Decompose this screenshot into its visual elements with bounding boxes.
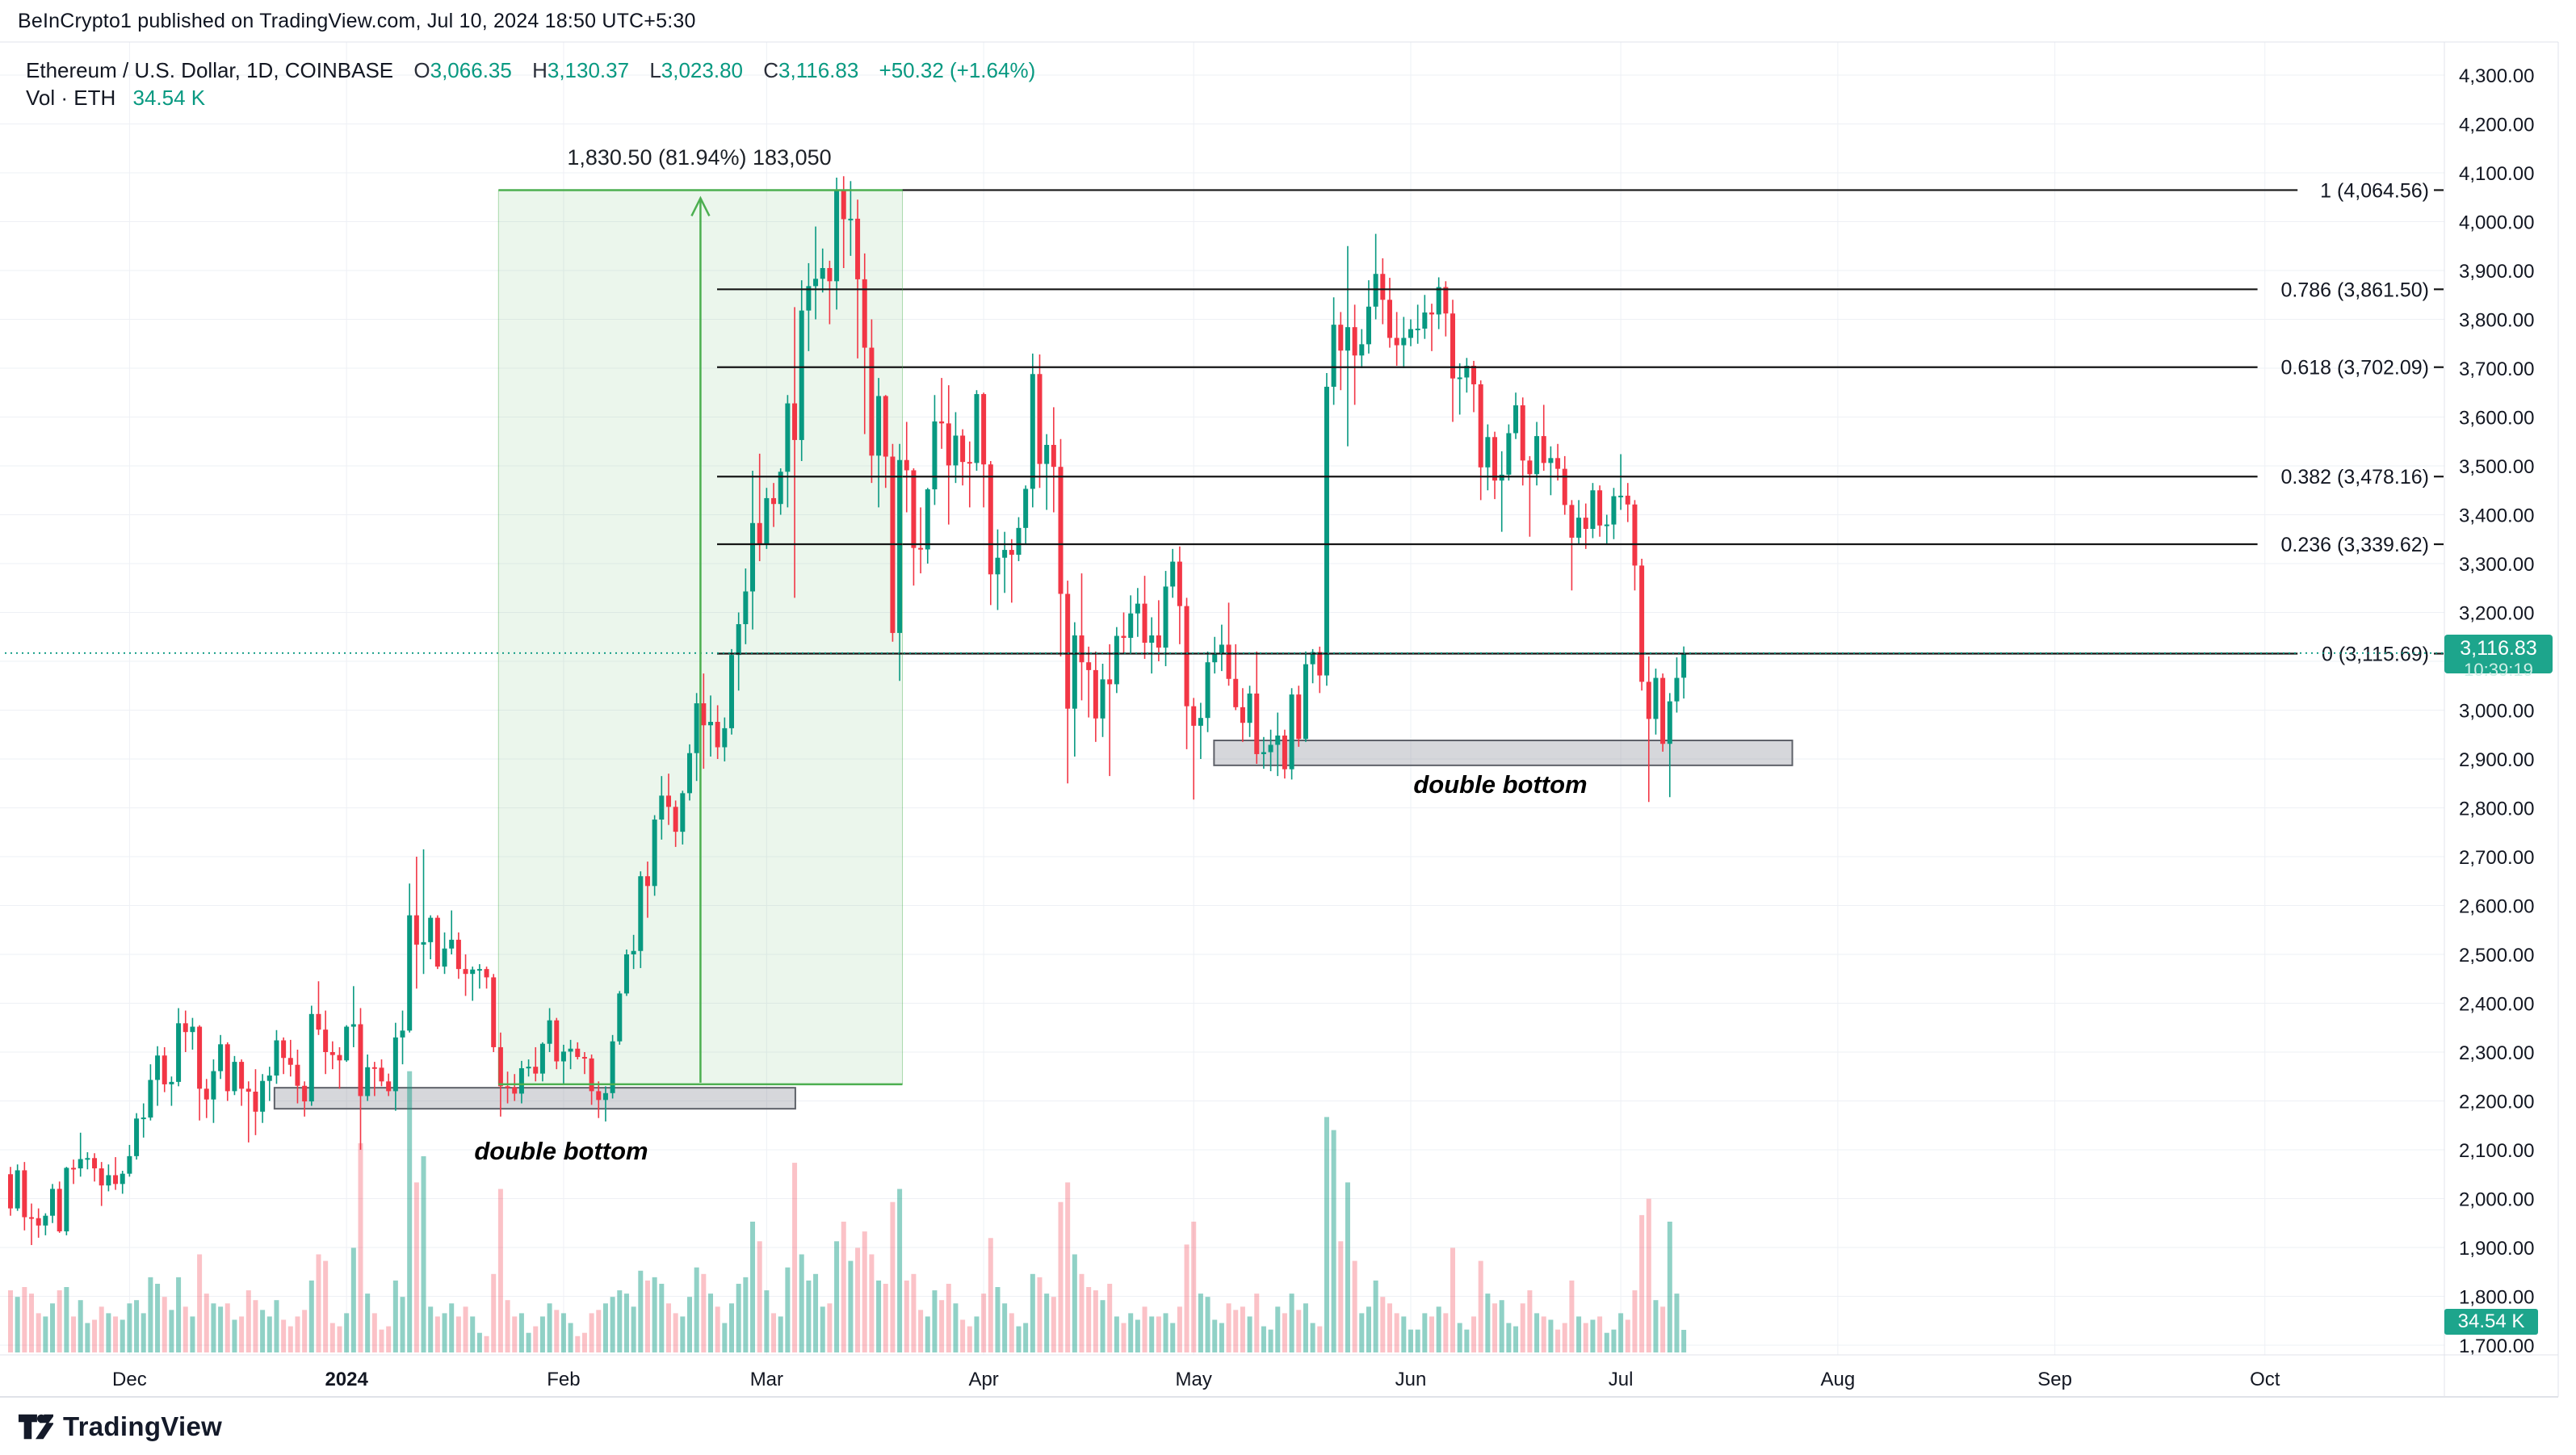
double-bottom-annotation-right: double bottom [1413,770,1588,799]
svg-text:0.236 (3,339.62): 0.236 (3,339.62) [2281,534,2429,556]
volume-value: 34.54 K [132,86,206,110]
svg-text:3,600.00: 3,600.00 [2459,408,2534,430]
svg-text:2,200.00: 2,200.00 [2459,1092,2534,1113]
volume-legend[interactable]: Vol · ETH 34.54 K [26,86,205,111]
svg-text:Jun: Jun [1395,1369,1427,1390]
svg-text:1 (4,064.56): 1 (4,064.56) [2320,179,2429,202]
svg-text:1,900.00: 1,900.00 [2459,1238,2534,1260]
svg-text:2,900.00: 2,900.00 [2459,749,2534,771]
svg-text:2,300.00: 2,300.00 [2459,1042,2534,1064]
svg-text:2024: 2024 [325,1369,368,1390]
svg-text:Jul: Jul [1609,1369,1634,1390]
current-price-badge: 3,116.83 10:39:19 [2444,635,2553,679]
svg-text:3,200.00: 3,200.00 [2459,603,2534,625]
price-axis[interactable] [2444,42,2558,1397]
close-label: C [763,58,779,82]
tradingview-logo[interactable]: TradingView [18,1411,222,1442]
current-volume-badge: 34.54 K [2444,1309,2538,1335]
svg-text:Mar: Mar [750,1369,783,1390]
current-price-value: 3,116.83 [2460,637,2537,660]
svg-text:0.618 (3,702.09): 0.618 (3,702.09) [2281,357,2429,379]
svg-text:2,500.00: 2,500.00 [2459,945,2534,967]
measure-range-label: 1,830.50 (81.94%) 183,050 [567,145,832,170]
svg-text:Aug: Aug [1821,1369,1856,1390]
svg-text:Apr: Apr [968,1369,998,1390]
close-value: 3,116.83 [778,58,859,82]
tradingview-logo-icon [18,1414,53,1440]
svg-text:3,000.00: 3,000.00 [2459,701,2534,723]
svg-text:4,100.00: 4,100.00 [2459,163,2534,185]
svg-text:2,100.00: 2,100.00 [2459,1140,2534,1162]
tradingview-logo-text: TradingView [63,1411,223,1441]
svg-text:2,700.00: 2,700.00 [2459,847,2534,869]
change-value: +50.32 (+1.64%) [879,58,1036,82]
svg-text:3,400.00: 3,400.00 [2459,505,2534,527]
svg-text:1,700.00: 1,700.00 [2459,1335,2534,1357]
svg-text:1,800.00: 1,800.00 [2459,1287,2534,1309]
symbol-legend[interactable]: Ethereum / U.S. Dollar, 1D, COINBASE O3,… [26,58,1035,83]
svg-text:0.382 (3,478.16): 0.382 (3,478.16) [2281,466,2429,488]
svg-text:Dec: Dec [112,1369,147,1390]
open-label: O [413,58,430,82]
svg-text:4,300.00: 4,300.00 [2459,65,2534,87]
svg-text:2,600.00: 2,600.00 [2459,896,2534,918]
volume-label: Vol · ETH [26,86,116,110]
svg-text:2,800.00: 2,800.00 [2459,799,2534,820]
high-value: 3,130.37 [547,58,630,82]
svg-text:3,300.00: 3,300.00 [2459,554,2534,576]
svg-text:3,500.00: 3,500.00 [2459,456,2534,478]
svg-text:4,000.00: 4,000.00 [2459,212,2534,234]
double-bottom-annotation-left: double bottom [474,1137,648,1165]
svg-text:3,900.00: 3,900.00 [2459,261,2534,283]
svg-text:Sep: Sep [2037,1369,2072,1390]
svg-text:4,200.00: 4,200.00 [2459,115,2534,136]
bar-countdown: 10:39:19 [2464,660,2533,680]
open-value: 3,066.35 [430,58,512,82]
svg-text:May: May [1176,1369,1212,1390]
high-label: H [532,58,548,82]
low-value: 3,023.80 [661,58,743,82]
svg-text:Feb: Feb [547,1369,580,1390]
svg-text:3,800.00: 3,800.00 [2459,310,2534,332]
publish-header: BeInCrypto1 published on TradingView.com… [18,10,696,32]
svg-text:Oct: Oct [2250,1369,2280,1390]
low-label: L [649,58,661,82]
svg-text:0 (3,115.69): 0 (3,115.69) [2322,644,2429,666]
symbol-title: Ethereum / U.S. Dollar, 1D, COINBASE [26,58,394,82]
svg-text:2,400.00: 2,400.00 [2459,994,2534,1016]
time-axis[interactable] [0,1355,2444,1397]
svg-text:0.786 (3,861.50): 0.786 (3,861.50) [2281,279,2429,301]
svg-text:3,700.00: 3,700.00 [2459,359,2534,380]
svg-text:2,000.00: 2,000.00 [2459,1189,2534,1211]
